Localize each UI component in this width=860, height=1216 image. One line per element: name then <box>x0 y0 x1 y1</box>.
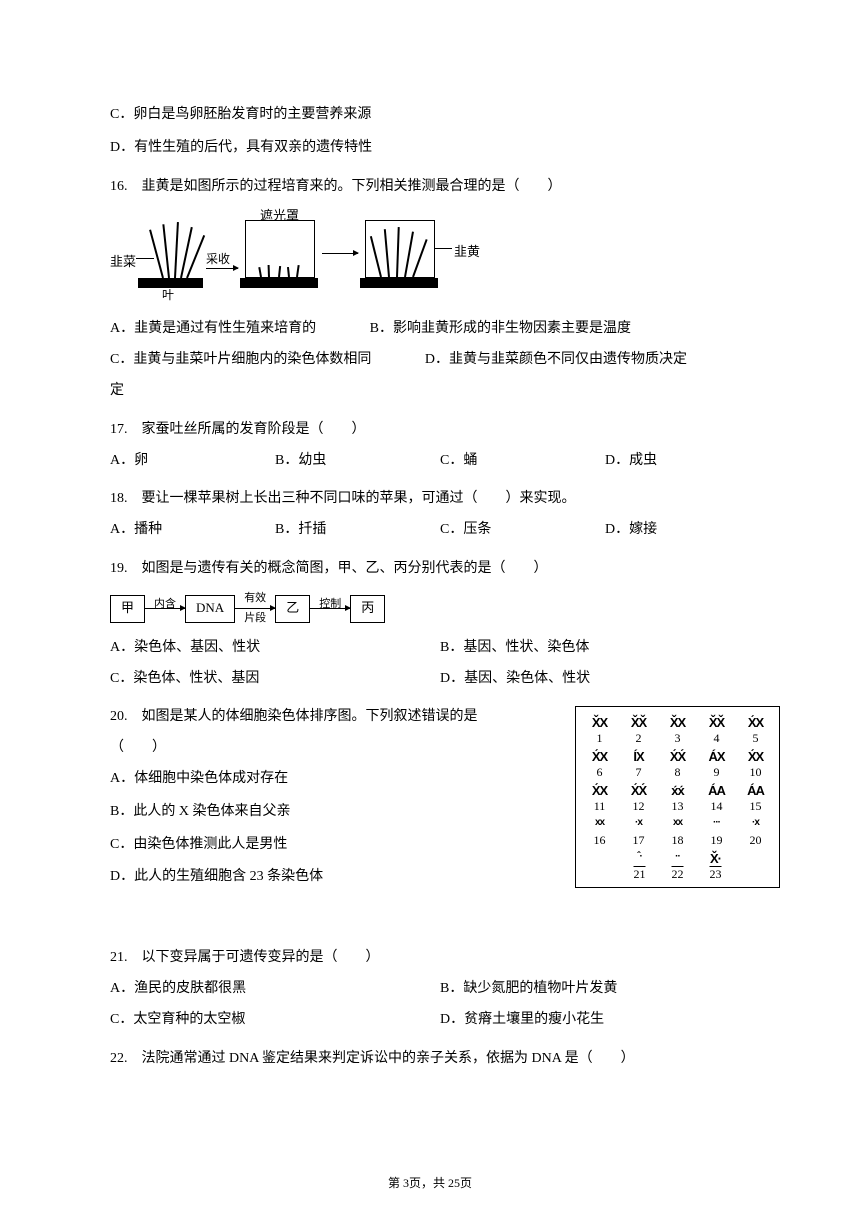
q16-tail: 定 <box>110 376 770 407</box>
q16-B: B．影响韭黄形成的非生物因素主要是温度 <box>370 321 631 336</box>
q20-B: B．此人的 X 染色体来自父亲 <box>110 797 510 828</box>
q16-D: D．韭黄与韭菜颜色不同仅由遗传物质决定 <box>425 352 687 367</box>
q20-stem: 20. 如图是某人的体细胞染色体排序图。下列叙述错误的是（ ） <box>110 702 510 764</box>
label-ye: 叶 <box>162 282 174 308</box>
q16-A: A．韭黄是通过有性生殖来培育的 <box>110 321 316 336</box>
q19-options-2: C．染色体、性状、基因 D．基因、染色体、性状 <box>110 664 770 695</box>
q19-B: B．基因、性状、染色体 <box>440 633 770 664</box>
box-shade-1 <box>245 220 315 278</box>
q22-stem: 22. 法院通常通过 DNA 鉴定结果来判定诉讼中的亲子关系，依据为 DNA 是… <box>110 1044 770 1075</box>
arrow-neihan: 内含 <box>145 608 185 609</box>
q18-stem: 18. 要让一棵苹果树上长出三种不同口味的苹果，可通过（ ）来实现。 <box>110 484 770 515</box>
q20-D: D．此人的生殖细胞含 23 条染色体 <box>110 862 510 893</box>
q18-options: A．播种 B．扦插 C．压条 D．嫁接 <box>110 515 770 546</box>
q15-opt-c: C．卵白是鸟卵胚胎发育时的主要营养来源 <box>110 100 770 131</box>
label-jiuhuang: 韭黄 <box>454 238 480 267</box>
q17-A: A．卵 <box>110 446 275 477</box>
q17-D: D．成虫 <box>605 446 770 477</box>
q21-options-1: A．渔民的皮肤都很黑 B．缺少氮肥的植物叶片发黄 <box>110 974 770 1005</box>
q16-C: C．韭黄与韭菜叶片细胞内的染色体数相同 <box>110 352 371 367</box>
q18-C: C．压条 <box>440 515 605 546</box>
q17-stem: 17. 家蚕吐丝所属的发育阶段是（ ） <box>110 415 770 446</box>
q18-D: D．嫁接 <box>605 515 770 546</box>
q15-opt-d: D．有性生殖的后代，具有双亲的遗传特性 <box>110 133 770 164</box>
label-caishou: 采收 <box>206 246 230 272</box>
arrow-2 <box>322 253 358 254</box>
q20-C: C．由染色体推测此人是男性 <box>110 830 510 861</box>
q16-options-2: C．韭黄与韭菜叶片细胞内的染色体数相同 D．韭黄与韭菜颜色不同仅由遗传物质决定 <box>110 345 770 376</box>
box-jia: 甲 <box>110 595 145 623</box>
q16-stem: 16. 韭黄是如图所示的过程培育来的。下列相关推测最合理的是（ ） <box>110 172 770 203</box>
q21-B: B．缺少氮肥的植物叶片发黄 <box>440 974 770 1005</box>
q21-C: C．太空育种的太空椒 <box>110 1005 440 1036</box>
page-footer: 第 3页，共 25页 <box>0 1170 860 1196</box>
box-dna: DNA <box>185 595 235 623</box>
arrow-kongzhi: 控制 <box>310 608 350 609</box>
karyotype-figure: X̌XX̌X̌X̌XX̌X̌X́X 12345 X́XÍXX́X́ÁXX́X 6… <box>575 706 780 888</box>
q18-A: A．播种 <box>110 515 275 546</box>
q19-C: C．染色体、性状、基因 <box>110 664 440 695</box>
q17-C: C．蛹 <box>440 446 605 477</box>
q19-diagram: 甲 内含 DNA 有效 片段 乙 控制 丙 <box>110 589 770 629</box>
q17-options: A．卵 B．幼虫 C．蛹 D．成虫 <box>110 446 770 477</box>
q16-options: A．韭黄是通过有性生殖来培育的 B．影响韭黄形成的非生物因素主要是温度 <box>110 314 770 345</box>
box-shade-2 <box>365 220 435 278</box>
q19-A: A．染色体、基因、性状 <box>110 633 440 664</box>
q17-B: B．幼虫 <box>275 446 440 477</box>
q20-A: A．体细胞中染色体成对存在 <box>110 764 510 795</box>
q21-D: D．贫瘠土壤里的瘦小花生 <box>440 1005 770 1036</box>
q21-options-2: C．太空育种的太空椒 D．贫瘠土壤里的瘦小花生 <box>110 1005 770 1036</box>
q21-A: A．渔民的皮肤都很黑 <box>110 974 440 1005</box>
q21-stem: 21. 以下变异属于可遗传变异的是（ ） <box>110 943 770 974</box>
q18-B: B．扦插 <box>275 515 440 546</box>
arrow-youxiao: 有效 片段 <box>235 608 275 609</box>
box-yi: 乙 <box>275 595 310 623</box>
q19-D: D．基因、染色体、性状 <box>440 664 770 695</box>
box-bing: 丙 <box>350 595 385 623</box>
q16-diagram: 韭菜 叶 采收 遮光罩 <box>110 208 770 308</box>
label-jiucai: 韭菜 <box>110 248 136 277</box>
q19-options-1: A．染色体、基因、性状 B．基因、性状、染色体 <box>110 633 770 664</box>
q19-stem: 19. 如图是与遗传有关的概念简图，甲、乙、丙分别代表的是（ ） <box>110 554 770 585</box>
